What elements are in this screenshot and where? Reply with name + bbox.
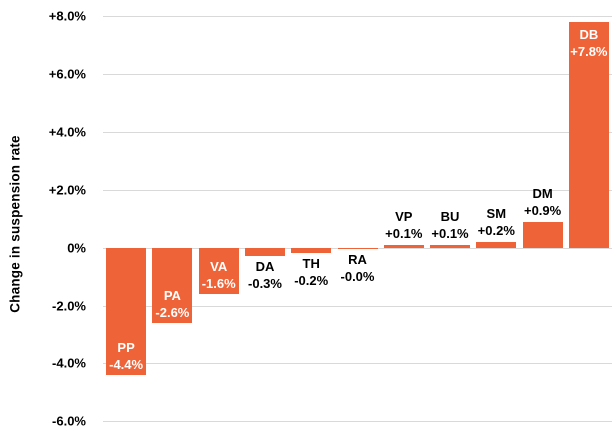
bar-pa: PA -2.6% (152, 247, 193, 323)
gridline (103, 305, 612, 307)
y-tick-label: +2.0% (48, 182, 86, 198)
bar-ra: RA -0.0% (337, 247, 378, 284)
bar-bu: BU +0.1% (430, 209, 470, 248)
bar-category-label: PA (163, 287, 181, 303)
bar-category-label: BU (440, 208, 460, 224)
bar-value-label: +0.2% (477, 222, 515, 238)
gridline (103, 363, 612, 365)
bar-value-label: -0.0% (340, 268, 375, 284)
bar-category-label: VA (210, 258, 228, 274)
bar-category-label: RA (348, 251, 367, 267)
bar-value-label: -0.3% (248, 276, 282, 292)
y-tick-label: -6.0% (52, 413, 86, 429)
bar-label: DB +7.8% (570, 26, 607, 60)
y-tick-label: -4.0% (52, 355, 86, 371)
bar-pp: PP -4.4% (106, 247, 147, 375)
bar-dm: DM +0.9% (522, 186, 563, 248)
bar-category-label: VP (395, 208, 413, 224)
bar-category-label: DA (255, 259, 275, 275)
bar-category-label: TH (302, 256, 320, 272)
bar-value-label: -1.6% (201, 275, 236, 291)
bar-label: DM +0.9% (524, 185, 561, 219)
gridline (103, 16, 612, 18)
bar-category-label: SM (486, 205, 507, 221)
bar-label: SM +0.2% (478, 205, 515, 239)
y-tick-label: +4.0% (48, 124, 86, 140)
bar-da: DA -0.3% (245, 247, 285, 291)
bar-label: RA -0.0% (341, 251, 375, 285)
bar-label: DA -0.3% (248, 258, 282, 292)
bar-category-label: PP (117, 339, 135, 355)
bar-label: VP +0.1% (385, 208, 422, 242)
bar-vp: VP +0.1% (383, 209, 424, 248)
bar-va: VA -1.6% (198, 247, 239, 294)
gridline (103, 421, 612, 423)
bar-label: PA -2.6% (155, 287, 189, 321)
gridline (103, 132, 612, 133)
bar-value-label: +0.1% (385, 225, 423, 241)
bar-category-label: DM (532, 185, 553, 201)
bar-label: PP -4.4% (109, 339, 143, 373)
bar-value-label: +7.8% (570, 44, 608, 59)
bar-value-label: -0.2% (294, 273, 329, 289)
gridline (103, 189, 612, 191)
bar-label: VA -1.6% (202, 258, 236, 292)
bar-value-label: +0.1% (431, 225, 469, 241)
bar-value-label: -2.6% (155, 304, 190, 320)
bar-db: DB +7.8% (568, 22, 609, 248)
y-tick-label: 0% (67, 240, 86, 256)
gridline (103, 74, 612, 76)
bar-label: TH -0.2% (294, 255, 328, 289)
bar-value-label: +0.9% (523, 202, 562, 218)
y-tick-label: +8.0% (48, 8, 86, 24)
bar-value-label: -4.4% (109, 356, 144, 372)
bar-label: BU +0.1% (431, 208, 468, 242)
bar-th: TH -0.2% (291, 247, 332, 288)
bar-sm: SM +0.2% (476, 206, 517, 248)
y-tick-label: +6.0% (48, 66, 86, 82)
y-tick-label: -2.0% (52, 298, 86, 314)
y-axis-title: Change in suspension rate (7, 135, 23, 313)
bar-category-label: DB (579, 27, 599, 42)
